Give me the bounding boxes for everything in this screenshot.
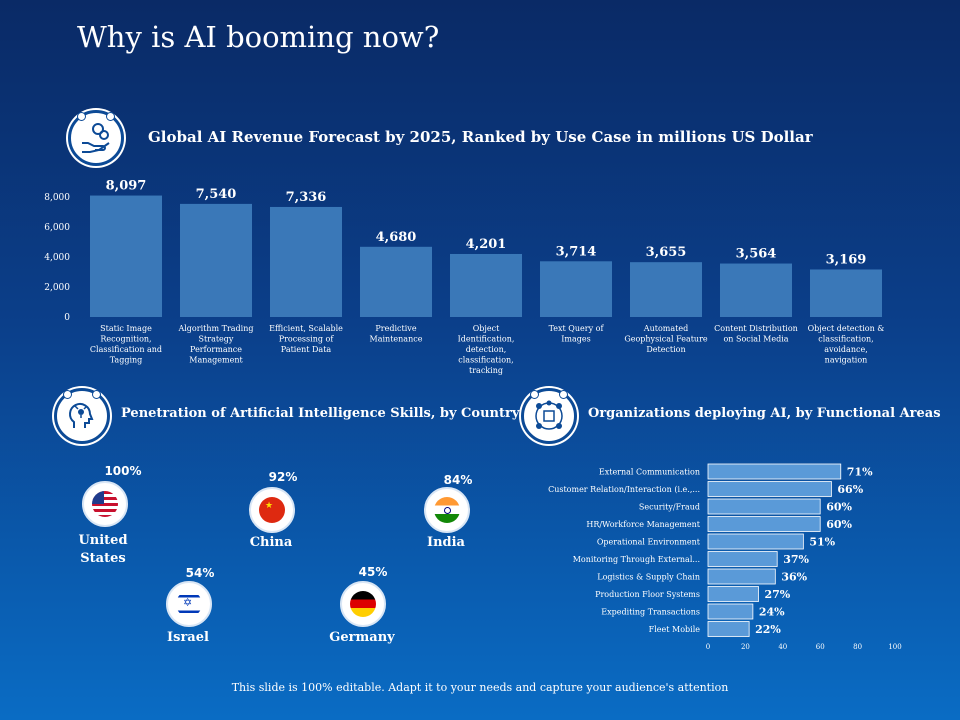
footer-note: This slide is 100% editable. Adapt it to… [231, 681, 729, 694]
ai-head-icon [54, 388, 110, 444]
y-tick-label: 0 [64, 313, 70, 323]
y-category-label: Customer Relation/Interaction (i.e.,... [548, 485, 700, 494]
function-bar [707, 463, 842, 480]
function-bar [707, 621, 750, 637]
bar-value-label: 3,655 [646, 245, 687, 260]
x-tick-label: 40 [778, 643, 787, 651]
function-bar [707, 603, 754, 620]
network-glyph [535, 400, 563, 430]
money-hand-icon [68, 110, 124, 166]
revenue-bar [90, 195, 162, 317]
revenue-bar [270, 206, 342, 317]
function-bar [707, 498, 821, 515]
revenue-bar [720, 263, 792, 317]
bar-value-label: 60% [826, 518, 852, 531]
x-tick-label: 20 [741, 643, 750, 651]
revenue-bar [180, 203, 252, 317]
x-tick-label: 80 [853, 643, 862, 651]
x-category-label: Text Query of Images [549, 324, 605, 344]
bar-value-label: 3,714 [556, 244, 597, 259]
country-name: India [427, 535, 465, 550]
bar-value-label: 51% [809, 536, 835, 549]
x-category-label: Algorithm Trading Strategy Performance Mana… [177, 324, 253, 365]
bar-value-label: 3,564 [736, 247, 777, 262]
function-bar [707, 586, 759, 602]
y-category-label: Production Floor Systems [595, 590, 700, 599]
x-tick-label: 0 [706, 643, 710, 651]
bar-value-label: 4,680 [376, 230, 417, 245]
israel-flag-icon: ✡ [166, 581, 212, 627]
ai-head-glyph [69, 403, 94, 428]
y-tick-label: 8,000 [44, 193, 70, 203]
penetration-section-title: Penetration of Artificial Intelligence S… [121, 406, 520, 421]
y-category-label: Monitoring Through External... [573, 555, 700, 564]
bar-value-label: 7,336 [286, 190, 327, 205]
x-category-label: Automated Geophysical Feature Detection [624, 324, 708, 354]
function-bar [707, 568, 776, 585]
germany-flag-icon [340, 581, 386, 627]
country-name: Israel [167, 630, 209, 645]
revenue-bar [450, 253, 522, 317]
function-bar [707, 481, 832, 497]
india-flag-icon [424, 487, 470, 533]
y-category-label: Expediting Transactions [601, 608, 700, 617]
x-category-label: Static Image Recognition, Classification a… [90, 324, 162, 365]
china-flag-icon: ★ [249, 487, 295, 533]
x-category-label: Object Identification, detection, classific… [458, 324, 515, 375]
y-category-label: Fleet Mobile [649, 625, 701, 634]
y-tick-label: 6,000 [44, 223, 70, 233]
country-pct: 54% [185, 566, 215, 580]
bar-value-label: 60% [826, 501, 852, 514]
country-name: United States [63, 532, 143, 568]
organizations-bar-chart: External Communication 71% Customer Relati… [548, 463, 902, 651]
country-name: Germany [329, 630, 395, 645]
revenue-section-title: Global AI Revenue Forecast by 2025, Rank… [148, 128, 813, 146]
y-category-label: HR/Workforce Management [586, 520, 700, 529]
country-pct: 100% [104, 464, 142, 478]
x-tick-label: 100 [888, 643, 901, 651]
revenue-bar [360, 246, 432, 317]
bar-value-label: 4,201 [466, 237, 507, 252]
bar-value-label: 71% [847, 466, 873, 479]
bar-value-label: 22% [755, 623, 781, 636]
revenue-bar [630, 262, 702, 317]
y-tick-label: 2,000 [44, 283, 70, 293]
page-title: Why is AI booming now? [77, 20, 440, 54]
x-category-label: Efficient, Scalable Processing of Patient … [269, 324, 343, 354]
bar-value-label: 37% [783, 553, 809, 566]
bar-value-label: 36% [781, 571, 807, 584]
x-tick-label: 60 [816, 643, 825, 651]
function-bar [707, 551, 778, 567]
bar-value-label: 27% [764, 588, 790, 601]
bar-value-label: 3,169 [826, 252, 867, 267]
revenue-bar-chart: 0 2,000 4,000 6,000 8,000 8,097 Static Image Re… [44, 180, 885, 375]
country-pct: 45% [358, 565, 388, 579]
y-category-label: Operational Environment [597, 538, 701, 547]
x-category-label: Content Distribution on Social Media [714, 324, 798, 344]
money-hand-glyph [82, 123, 110, 153]
bar-value-label: 7,540 [196, 187, 237, 202]
us-flag-icon [82, 481, 128, 527]
y-category-label: External Communication [599, 468, 700, 477]
bar-value-label: 8,097 [106, 180, 147, 194]
country-name-line1: United [78, 533, 128, 548]
revenue-bar [810, 269, 882, 317]
country-pct: 84% [443, 473, 473, 487]
bar-value-label: 66% [837, 483, 863, 496]
x-category-label: Object detection & classification, avoidan… [808, 324, 885, 365]
y-category-label: Logistics & Supply Chain [597, 573, 700, 582]
x-category-label: Predictive Maintenance [370, 324, 423, 344]
bar-value-label: 24% [759, 606, 785, 619]
country-name-line2: States [80, 551, 126, 566]
y-tick-label: 4,000 [44, 253, 70, 263]
network-icon [521, 388, 577, 444]
y-category-label: Security/Fraud [639, 503, 700, 512]
function-bar [707, 533, 804, 550]
organizations-section-title: Organizations deploying AI, by Functiona… [588, 406, 941, 421]
country-pct: 92% [268, 470, 298, 484]
function-bar [707, 516, 821, 532]
country-name: China [249, 535, 293, 550]
revenue-bar [540, 261, 612, 317]
